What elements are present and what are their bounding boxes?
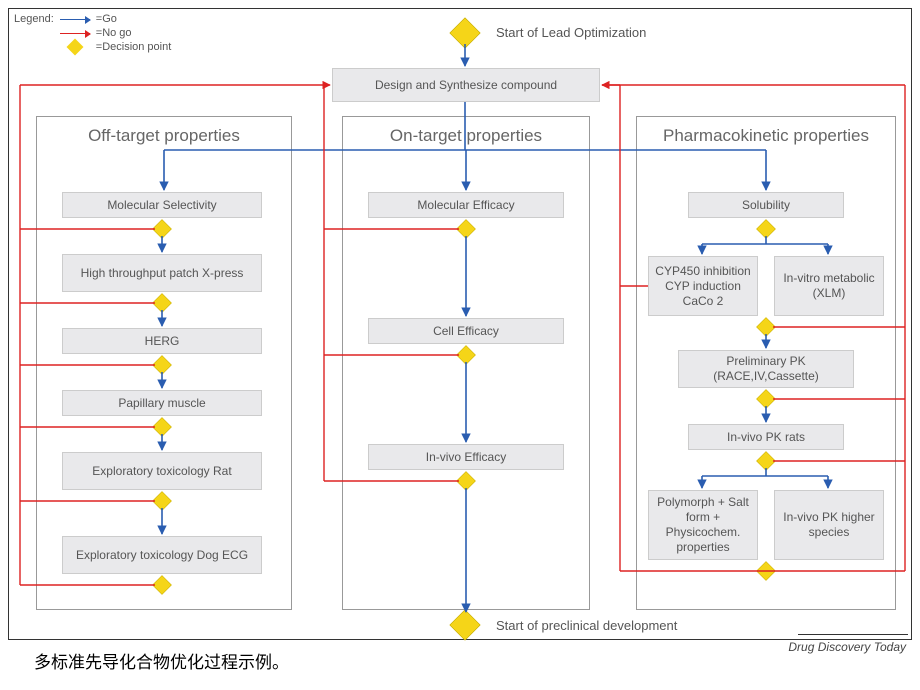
group-mid-title: On-target properties	[342, 126, 590, 146]
left-box-2: HERG	[62, 328, 262, 354]
caption-en: Drug Discovery Today	[788, 640, 906, 654]
left-box-4: Exploratory toxicology Rat	[62, 452, 262, 490]
right-rats: In-vivo PK rats	[688, 424, 844, 450]
left-box-1: High throughput patch X-press	[62, 254, 262, 292]
right-cyp: CYP450 inhibition CYP induction CaCo 2	[648, 256, 758, 316]
legend-diamond-icon	[66, 39, 83, 56]
legend: Legend: =Go Legend: =No go Legend: =Deci…	[14, 12, 171, 54]
legend-title: Legend:	[14, 13, 54, 25]
start-bottom-label: Start of preclinical development	[496, 618, 677, 633]
mid-box-2: In-vivo Efficacy	[368, 444, 564, 470]
group-left-title: Off-target properties	[36, 126, 292, 146]
left-box-3: Papillary muscle	[62, 390, 262, 416]
legend-nogo-text: =No go	[96, 27, 132, 39]
caption-rule	[798, 634, 908, 635]
group-right-title: Pharmacokinetic properties	[636, 126, 896, 146]
right-poly: Polymorph + Salt form + Physicochem. pro…	[648, 490, 758, 560]
right-prelim: Preliminary PK (RACE,IV,Cassette)	[678, 350, 854, 388]
left-box-5: Exploratory toxicology Dog ECG	[62, 536, 262, 574]
mid-box-1: Cell Efficacy	[368, 318, 564, 344]
legend-nogo-line	[60, 33, 90, 34]
design-box: Design and Synthesize compound	[332, 68, 600, 102]
right-xlm: In-vitro metabolic (XLM)	[774, 256, 884, 316]
caption-cn: 多标准先导化合物优化过程示例。	[34, 648, 289, 673]
legend-go-line	[60, 19, 90, 20]
right-higher: In-vivo PK higher species	[774, 490, 884, 560]
left-box-0: Molecular Selectivity	[62, 192, 262, 218]
legend-go-text: =Go	[96, 13, 117, 25]
right-solubility: Solubility	[688, 192, 844, 218]
start-top-label: Start of Lead Optimization	[496, 25, 646, 40]
mid-box-0: Molecular Efficacy	[368, 192, 564, 218]
legend-decision-text: =Decision point	[96, 41, 172, 53]
